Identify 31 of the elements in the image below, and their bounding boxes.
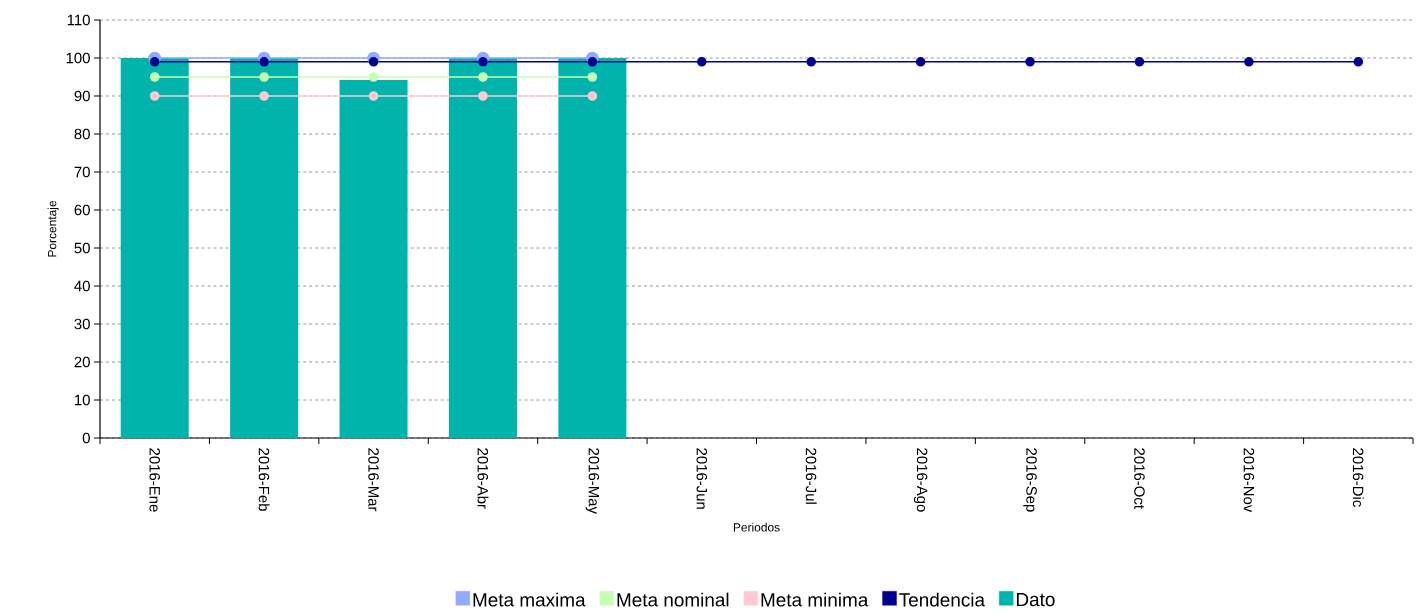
- y-tick-label: 80: [74, 128, 90, 140]
- x-tick-label: 2016-Dic: [1352, 448, 1364, 507]
- x-tick-label: 2016-Sep: [1023, 448, 1037, 512]
- x-tick-label: 2016-Oct: [1134, 448, 1145, 509]
- y-tick-label: 100: [66, 52, 90, 64]
- legend-label: Meta nominal: [617, 592, 729, 607]
- x-tick-label: 2016-Ago: [913, 448, 928, 512]
- x-tick-label: 2016-Mar: [368, 448, 379, 512]
- legend-label: Tendencia: [899, 592, 986, 607]
- y-axis-title: Porcentaje: [47, 200, 59, 257]
- y-tick-label: 110: [67, 14, 90, 26]
- y-tick-label: 20: [74, 356, 90, 368]
- legend-label: Dato: [1016, 593, 1055, 607]
- x-tick-label: 2016-Feb: [258, 448, 270, 511]
- y-tick-label: 30: [74, 318, 90, 330]
- x-axis-title: Periodos: [733, 522, 780, 532]
- x-tick-label: 2016-Nov: [1243, 448, 1255, 513]
- legend-label: Meta maxima: [473, 592, 586, 607]
- y-tick-label: 0: [82, 432, 90, 444]
- y-tick-label: 10: [75, 394, 90, 406]
- x-tick-label: 2016-May: [585, 448, 600, 514]
- legend-label: Meta minima: [761, 592, 869, 607]
- y-tick-label: 90: [74, 90, 90, 102]
- y-tick-label: 70: [74, 166, 90, 178]
- x-tick-label: 2016-Jun: [696, 448, 708, 509]
- x-tick-label: 2016-Abr: [477, 448, 489, 509]
- y-tick-label: 60: [74, 204, 90, 216]
- y-tick-label: 50: [74, 242, 90, 254]
- y-tick-label: 40: [74, 280, 90, 292]
- x-tick-label: 2016-Ene: [149, 448, 160, 512]
- x-tick-label: 2016-Jul: [805, 448, 817, 504]
